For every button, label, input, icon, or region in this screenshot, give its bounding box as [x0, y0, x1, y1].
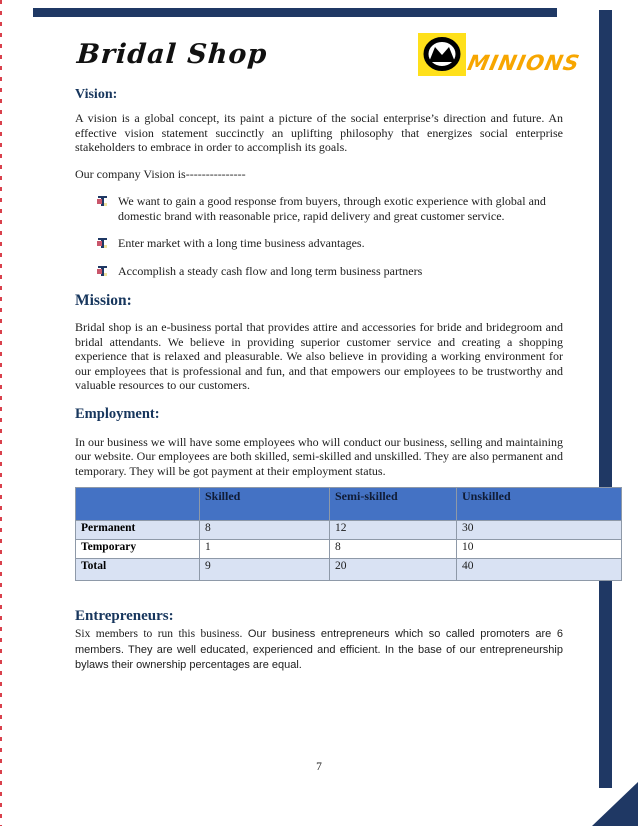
table-row: Temporary 1 8 10	[75, 539, 622, 559]
table-cell: 40	[456, 558, 622, 581]
left-dashed-border	[0, 0, 2, 826]
table-header-cell: Semi-skilled	[329, 487, 457, 521]
vision-lead-line: Our company Vision is---------------	[75, 166, 246, 181]
vision-paragraph: A vision is a global concept, its paint …	[75, 111, 563, 154]
entrepreneurs-text-serif: Six members to run this business.	[75, 628, 243, 640]
bullet-text: Accomplish a steady cash flow and long t…	[118, 263, 423, 278]
table-header-cell: Unskilled	[456, 487, 622, 521]
row-label: Total	[75, 558, 200, 581]
right-border-bar	[599, 10, 612, 788]
table-row: Permanent 8 12 30	[75, 520, 622, 540]
flag-bullet-icon	[97, 196, 108, 207]
table-cell: 20	[329, 558, 457, 581]
employment-table: Skilled Semi-skilled Unskilled Permanent…	[75, 487, 622, 581]
employment-heading: Employment:	[75, 405, 160, 422]
bridal-shop-logo: Bridal Shop	[75, 39, 269, 70]
table-cell: 30	[456, 520, 622, 540]
entrepreneurs-text-sans: Our business entrepreneurs which so call…	[75, 628, 563, 671]
minions-emblem-icon	[418, 33, 466, 76]
flag-bullet-icon	[97, 265, 108, 277]
flag-bullet-icon	[97, 238, 108, 249]
table-cell: 8	[329, 539, 457, 559]
row-label: Permanent	[75, 520, 200, 540]
page-content: Bridal Shop MINIONS Vision: A vision is …	[75, 0, 622, 674]
mission-heading: Mission:	[75, 292, 132, 309]
vision-bullet-list: We want to gain a good response from buy…	[75, 194, 563, 278]
list-item: Enter market with a long time business a…	[75, 236, 563, 251]
list-item: We want to gain a good response from buy…	[75, 194, 563, 223]
table-cell: 12	[329, 520, 457, 540]
row-label: Temporary	[75, 539, 200, 559]
minions-wordmark: MINIONS	[465, 51, 583, 75]
table-header-cell: Skilled	[199, 487, 330, 521]
table-cell: 1	[199, 539, 330, 559]
bullet-text: Enter market with a long time business a…	[118, 236, 365, 250]
header-row: Bridal Shop MINIONS	[75, 33, 582, 81]
minions-logo: MINIONS	[418, 33, 638, 81]
top-border-bar	[33, 8, 557, 17]
page-number: 7	[316, 761, 322, 773]
table-row: Total 9 20 40	[75, 558, 622, 581]
table-header-cell	[75, 487, 200, 521]
entrepreneurs-heading: Entrepreneurs:	[75, 608, 174, 624]
mission-paragraph: Bridal shop is an e-business portal that…	[75, 320, 563, 392]
table-cell: 8	[199, 520, 330, 540]
table-cell: 10	[456, 539, 622, 559]
entrepreneurs-paragraph: Six members to run this business. Our bu…	[75, 627, 563, 674]
employment-paragraph: In our business we will have some employ…	[75, 434, 563, 478]
vision-heading: Vision:	[75, 87, 118, 102]
list-item: Accomplish a steady cash flow and long t…	[75, 264, 563, 279]
corner-triangle-decoration	[592, 782, 638, 826]
bullet-text: We want to gain a good response from buy…	[118, 194, 546, 223]
table-cell: 9	[199, 558, 330, 581]
table-header-row: Skilled Semi-skilled Unskilled	[75, 487, 622, 521]
